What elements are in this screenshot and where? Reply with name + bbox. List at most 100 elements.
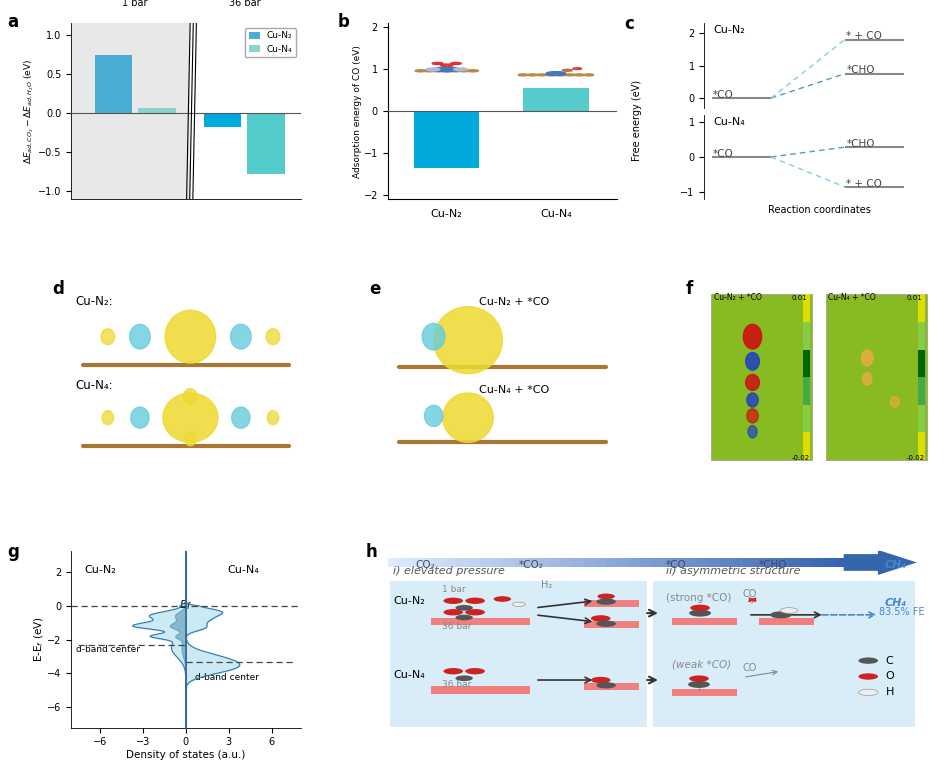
FancyBboxPatch shape bbox=[391, 580, 647, 727]
FancyBboxPatch shape bbox=[663, 557, 675, 567]
Circle shape bbox=[512, 602, 525, 606]
FancyBboxPatch shape bbox=[918, 294, 924, 322]
Circle shape bbox=[455, 605, 473, 611]
FancyBboxPatch shape bbox=[709, 557, 720, 567]
Text: * + CO: * + CO bbox=[847, 31, 883, 41]
Circle shape bbox=[690, 604, 710, 611]
Ellipse shape bbox=[231, 407, 250, 428]
FancyBboxPatch shape bbox=[803, 294, 810, 322]
FancyBboxPatch shape bbox=[491, 557, 503, 567]
FancyBboxPatch shape bbox=[918, 322, 924, 350]
Text: C: C bbox=[885, 656, 893, 666]
Ellipse shape bbox=[746, 375, 759, 390]
Bar bbox=[71, 23, 190, 199]
Circle shape bbox=[459, 70, 469, 72]
Ellipse shape bbox=[130, 324, 150, 349]
Circle shape bbox=[596, 621, 616, 627]
Circle shape bbox=[859, 689, 878, 696]
FancyBboxPatch shape bbox=[743, 557, 756, 567]
Ellipse shape bbox=[165, 310, 215, 363]
Ellipse shape bbox=[131, 407, 149, 428]
Text: -0.02: -0.02 bbox=[792, 455, 810, 461]
Text: *CO: *CO bbox=[713, 90, 734, 100]
Text: CH₄: CH₄ bbox=[884, 560, 907, 570]
Text: Cu-N₂: Cu-N₂ bbox=[393, 596, 425, 606]
Text: (strong *CO): (strong *CO) bbox=[666, 593, 732, 603]
Text: Cu-N₂ + *CO: Cu-N₂ + *CO bbox=[480, 297, 550, 307]
FancyBboxPatch shape bbox=[468, 557, 480, 567]
Text: d-band center: d-band center bbox=[195, 673, 259, 682]
Ellipse shape bbox=[863, 373, 872, 385]
Circle shape bbox=[450, 70, 461, 72]
Text: CH₄: CH₄ bbox=[884, 598, 907, 608]
Circle shape bbox=[444, 609, 463, 615]
FancyBboxPatch shape bbox=[711, 294, 812, 460]
FancyBboxPatch shape bbox=[803, 405, 810, 433]
Text: *CHO: *CHO bbox=[847, 139, 875, 149]
Circle shape bbox=[465, 609, 485, 615]
Circle shape bbox=[455, 615, 473, 620]
Circle shape bbox=[859, 673, 878, 680]
Ellipse shape bbox=[184, 389, 197, 405]
FancyBboxPatch shape bbox=[755, 557, 767, 567]
FancyBboxPatch shape bbox=[777, 557, 790, 567]
FancyBboxPatch shape bbox=[457, 557, 468, 567]
Circle shape bbox=[537, 74, 547, 76]
Ellipse shape bbox=[746, 352, 759, 370]
FancyBboxPatch shape bbox=[629, 557, 641, 567]
Circle shape bbox=[546, 74, 556, 76]
Circle shape bbox=[770, 611, 792, 618]
Text: Cu-N₄ + *CO: Cu-N₄ + *CO bbox=[480, 385, 550, 395]
Circle shape bbox=[426, 68, 440, 70]
Circle shape bbox=[494, 596, 511, 602]
Text: 36 bar: 36 bar bbox=[228, 0, 260, 8]
Text: 0.01: 0.01 bbox=[906, 295, 922, 300]
Circle shape bbox=[467, 70, 479, 72]
Text: -0.02: -0.02 bbox=[906, 455, 924, 461]
FancyBboxPatch shape bbox=[685, 557, 698, 567]
FancyBboxPatch shape bbox=[803, 377, 810, 405]
FancyBboxPatch shape bbox=[525, 557, 538, 567]
Circle shape bbox=[441, 64, 453, 67]
FancyBboxPatch shape bbox=[672, 618, 738, 625]
Text: Free energy (eV): Free energy (eV) bbox=[632, 80, 642, 160]
Text: Cu-N₄ + *CO: Cu-N₄ + *CO bbox=[829, 293, 876, 302]
FancyBboxPatch shape bbox=[514, 557, 526, 567]
FancyBboxPatch shape bbox=[651, 557, 664, 567]
Circle shape bbox=[465, 668, 485, 674]
Text: Cu-N₂: Cu-N₂ bbox=[714, 26, 745, 36]
Text: Cu-N₄: Cu-N₄ bbox=[228, 564, 259, 574]
Circle shape bbox=[689, 610, 711, 617]
Y-axis label: $\Delta E_{ad,CO_2} - \Delta E_{ad,H_2O}$ (eV): $\Delta E_{ad,CO_2} - \Delta E_{ad,H_2O}… bbox=[23, 59, 36, 164]
Ellipse shape bbox=[862, 350, 873, 365]
Bar bbox=[190, 23, 301, 199]
Circle shape bbox=[450, 63, 462, 64]
FancyBboxPatch shape bbox=[640, 557, 652, 567]
Circle shape bbox=[591, 615, 611, 622]
FancyBboxPatch shape bbox=[594, 557, 606, 567]
FancyBboxPatch shape bbox=[789, 557, 801, 567]
FancyBboxPatch shape bbox=[583, 557, 594, 567]
Text: Cu-N₄:: Cu-N₄: bbox=[76, 379, 114, 392]
Circle shape bbox=[565, 74, 575, 76]
Ellipse shape bbox=[267, 410, 279, 425]
Circle shape bbox=[415, 70, 426, 72]
FancyBboxPatch shape bbox=[844, 550, 917, 575]
Ellipse shape bbox=[433, 307, 502, 374]
Circle shape bbox=[546, 72, 566, 75]
FancyBboxPatch shape bbox=[698, 557, 709, 567]
FancyBboxPatch shape bbox=[422, 557, 434, 567]
Text: 36 bar: 36 bar bbox=[443, 680, 472, 689]
FancyBboxPatch shape bbox=[410, 557, 423, 567]
Circle shape bbox=[453, 68, 467, 70]
FancyBboxPatch shape bbox=[803, 433, 810, 460]
FancyBboxPatch shape bbox=[918, 433, 924, 460]
FancyBboxPatch shape bbox=[826, 294, 927, 460]
Circle shape bbox=[591, 676, 611, 683]
Circle shape bbox=[584, 74, 593, 76]
Bar bbox=[138, 108, 175, 113]
FancyBboxPatch shape bbox=[584, 622, 639, 628]
FancyBboxPatch shape bbox=[720, 557, 732, 567]
Text: CO₂: CO₂ bbox=[415, 560, 435, 570]
Text: 1 bar: 1 bar bbox=[122, 0, 148, 8]
